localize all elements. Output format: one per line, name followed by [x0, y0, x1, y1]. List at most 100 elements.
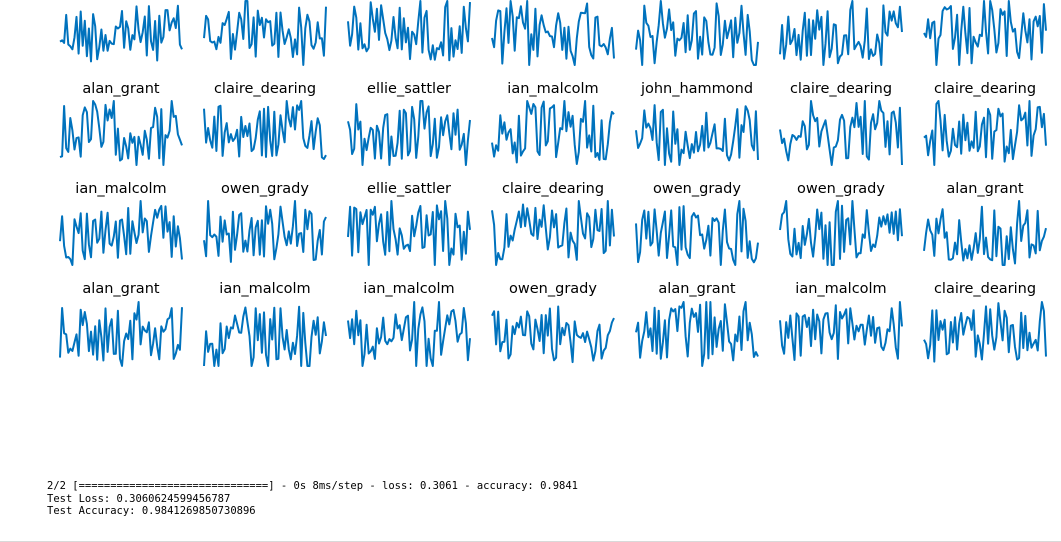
waveform-grid: alan_grant claire_dearing ellie_sattler ian…: [59, 0, 1047, 367]
waveform-plot: [779, 100, 903, 166]
waveform-cell: claire_dearing: [923, 200, 1047, 298]
waveform-plot: [203, 100, 327, 160]
waveform-cell: claire_dearing: [203, 0, 327, 98]
waveform-label: alan_grant: [82, 281, 160, 297]
waveform-label: claire_dearing: [501, 181, 605, 197]
waveform-cell: [203, 301, 327, 367]
waveform-line: [59, 301, 183, 367]
waveform-line: [923, 200, 1047, 266]
test-accuracy-line: Test Accuracy: 0.9841269850730896: [47, 505, 256, 517]
waveform-plot: [635, 301, 759, 367]
waveform-label: john_hammond: [640, 81, 754, 97]
waveform-line: [635, 0, 759, 66]
waveform-label: ian_malcolm: [363, 281, 455, 297]
waveform-cell: alan_grant: [59, 0, 183, 98]
waveform-plot: [203, 0, 327, 66]
waveform-cell: alan_grant: [59, 200, 183, 298]
waveform-line: [203, 305, 327, 367]
progress-line: 2/2 [==============================] - 0…: [47, 480, 579, 492]
waveform-cell: [923, 301, 1047, 367]
waveform-cell: [59, 301, 183, 367]
waveform-line: [59, 200, 183, 266]
waveform-label: ian_malcolm: [75, 181, 167, 197]
waveform-plot: [203, 200, 327, 263]
waveform-cell: [779, 301, 903, 367]
waveform-cell: [347, 301, 471, 367]
waveform-label: owen_grady: [653, 181, 741, 197]
waveform-line: [779, 200, 903, 266]
waveform-cell: ian_malcolm: [59, 100, 183, 198]
waveform-line: [203, 200, 327, 263]
waveform-plot: [923, 0, 1047, 66]
waveform-line: [779, 301, 903, 361]
console-output: 2/2 [==============================] - 0…: [47, 480, 578, 518]
waveform-cell: ian_malcolm: [491, 0, 615, 98]
waveform-label: owen_grady: [797, 181, 885, 197]
waveform-cell: owen_grady: [491, 200, 615, 298]
waveform-cell: owen_grady: [635, 100, 759, 198]
waveform-label: claire_dearing: [213, 81, 317, 97]
waveform-label: alan_grant: [82, 81, 160, 97]
waveform-label: ian_malcolm: [219, 281, 311, 297]
waveform-cell: owen_grady: [779, 100, 903, 198]
waveform-plot: [635, 0, 759, 66]
waveform-cell: ian_malcolm: [203, 200, 327, 298]
waveform-label: alan_grant: [658, 281, 736, 297]
waveform-cell: alan_grant: [635, 200, 759, 298]
waveform-cell: owen_grady: [203, 100, 327, 198]
waveform-plot: [779, 0, 903, 66]
waveform-line: [923, 301, 1047, 363]
waveform-plot: [347, 100, 471, 166]
waveform-cell: [491, 301, 615, 367]
waveform-plot: [779, 301, 903, 361]
waveform-cell: claire_dearing: [923, 0, 1047, 98]
waveform-cell: [635, 301, 759, 367]
waveform-line: [59, 100, 183, 166]
waveform-label: ian_malcolm: [795, 281, 887, 297]
waveform-plot: [491, 200, 615, 266]
waveform-line: [347, 200, 471, 266]
waveform-line: [347, 301, 471, 367]
waveform-plot: [59, 100, 183, 166]
waveform-plot: [635, 200, 759, 266]
waveform-label: claire_dearing: [933, 281, 1037, 297]
test-loss-line: Test Loss: 0.3060624599456787: [47, 492, 231, 505]
waveform-cell: john_hammond: [635, 0, 759, 98]
waveform-label: claire_dearing: [789, 81, 893, 97]
waveform-line: [635, 301, 759, 367]
waveform-line: [491, 305, 615, 364]
waveform-plot: [635, 104, 759, 166]
waveform-cell: ian_malcolm: [779, 200, 903, 298]
waveform-cell: alan_grant: [923, 100, 1047, 198]
waveform-plot: [59, 200, 183, 266]
waveform-plot: [347, 301, 471, 367]
waveform-label: owen_grady: [509, 281, 597, 297]
waveform-line: [59, 4, 183, 63]
waveform-label: ellie_sattler: [367, 181, 451, 197]
waveform-cell: ian_malcolm: [347, 200, 471, 298]
waveform-cell: claire_dearing: [491, 100, 615, 198]
waveform-line: [491, 0, 615, 66]
waveform-line: [347, 0, 471, 62]
waveform-plot: [779, 200, 903, 266]
waveform-plot: [923, 200, 1047, 266]
waveform-line: [779, 0, 903, 66]
waveform-line: [635, 104, 759, 166]
waveform-line: [491, 100, 615, 165]
waveform-cell: ellie_sattler: [347, 100, 471, 198]
waveform-plot: [923, 100, 1047, 166]
waveform-line: [635, 200, 759, 266]
waveform-line: [347, 100, 471, 166]
waveform-plot: [347, 200, 471, 266]
waveform-plot: [59, 301, 183, 367]
waveform-plot: [491, 100, 615, 165]
waveform-plot: [59, 4, 183, 63]
waveform-line: [203, 100, 327, 160]
waveform-plot: [491, 305, 615, 364]
waveform-label: ellie_sattler: [367, 81, 451, 97]
waveform-line: [203, 0, 327, 66]
waveform-cell: claire_dearing: [779, 0, 903, 98]
waveform-label: alan_grant: [946, 181, 1024, 197]
waveform-line: [923, 100, 1047, 166]
waveform-plot: [923, 301, 1047, 363]
